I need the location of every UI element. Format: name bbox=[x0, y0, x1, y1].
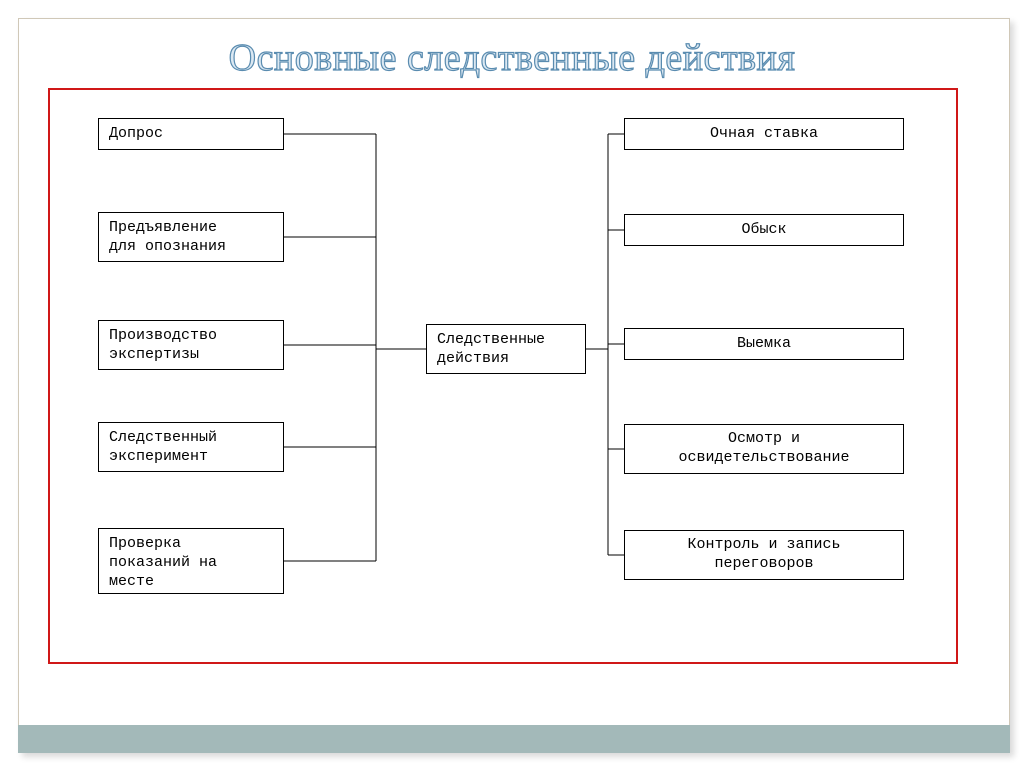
left-node-1: Допрос bbox=[98, 118, 284, 150]
right-node-4: Осмотр и освидетельствование bbox=[624, 424, 904, 474]
slide-title: Основные следственные действия bbox=[0, 28, 1024, 88]
left-node-3: Производство экспертизы bbox=[98, 320, 284, 370]
right-node-1: Очная ставка bbox=[624, 118, 904, 150]
center-node: Следственные действия bbox=[426, 324, 586, 374]
right-node-5: Контроль и запись переговоров bbox=[624, 530, 904, 580]
right-node-2: Обыск bbox=[624, 214, 904, 246]
slide: Основные следственные действия Следствен… bbox=[0, 0, 1024, 767]
left-node-4: Следственный эксперимент bbox=[98, 422, 284, 472]
right-node-3: Выемка bbox=[624, 328, 904, 360]
left-node-5: Проверка показаний на месте bbox=[98, 528, 284, 594]
title-text: Основные следственные действия bbox=[229, 37, 796, 79]
footer-bar bbox=[18, 725, 1010, 753]
left-node-2: Предъявление для опознания bbox=[98, 212, 284, 262]
diagram-nodes-layer: Следственные действия Допрос Предъявление … bbox=[48, 88, 958, 664]
